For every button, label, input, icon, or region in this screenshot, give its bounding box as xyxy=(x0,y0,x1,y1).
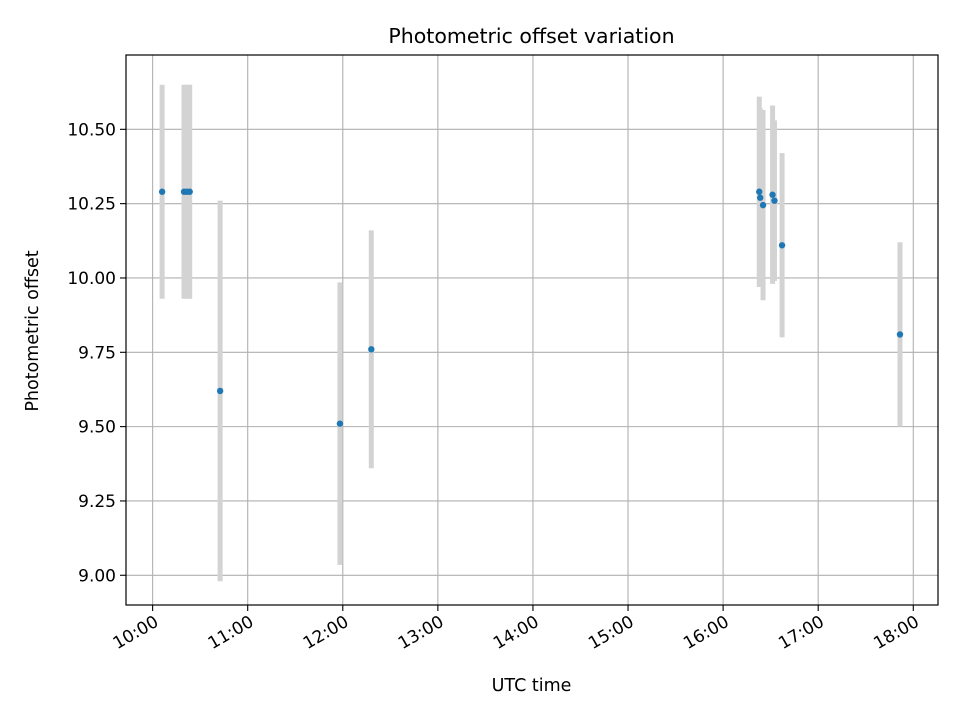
data-point xyxy=(769,191,776,198)
data-point xyxy=(158,188,166,195)
data-point xyxy=(771,197,778,204)
y-axis-label: Photometric offset xyxy=(23,250,43,411)
data-point xyxy=(778,242,786,249)
data-point xyxy=(756,188,763,195)
y-tick-label: 9.50 xyxy=(78,418,116,438)
data-point xyxy=(186,188,193,195)
y-tick-label: 10.00 xyxy=(67,269,116,289)
data-point xyxy=(216,387,224,395)
y-tick-label: 10.25 xyxy=(67,195,116,215)
plot-frame xyxy=(125,54,939,606)
data-point xyxy=(368,346,375,353)
data-point xyxy=(759,201,767,209)
y-tick-label: 9.00 xyxy=(78,566,116,586)
y-tick-label: 10.50 xyxy=(67,120,116,140)
data-point xyxy=(336,420,344,427)
y-tick-label: 9.75 xyxy=(78,343,116,363)
data-points xyxy=(158,188,904,427)
chart-title: Photometric offset variation xyxy=(388,24,674,48)
data-point xyxy=(896,331,904,338)
grid xyxy=(126,55,938,605)
y-tick-label: 9.25 xyxy=(78,492,116,512)
x-axis-label: UTC time xyxy=(492,676,572,696)
data-point xyxy=(756,194,764,201)
y-axis-ticks: 9.00 9.25 9.50 9.75 10.00 10.25 10.50 xyxy=(67,120,126,586)
